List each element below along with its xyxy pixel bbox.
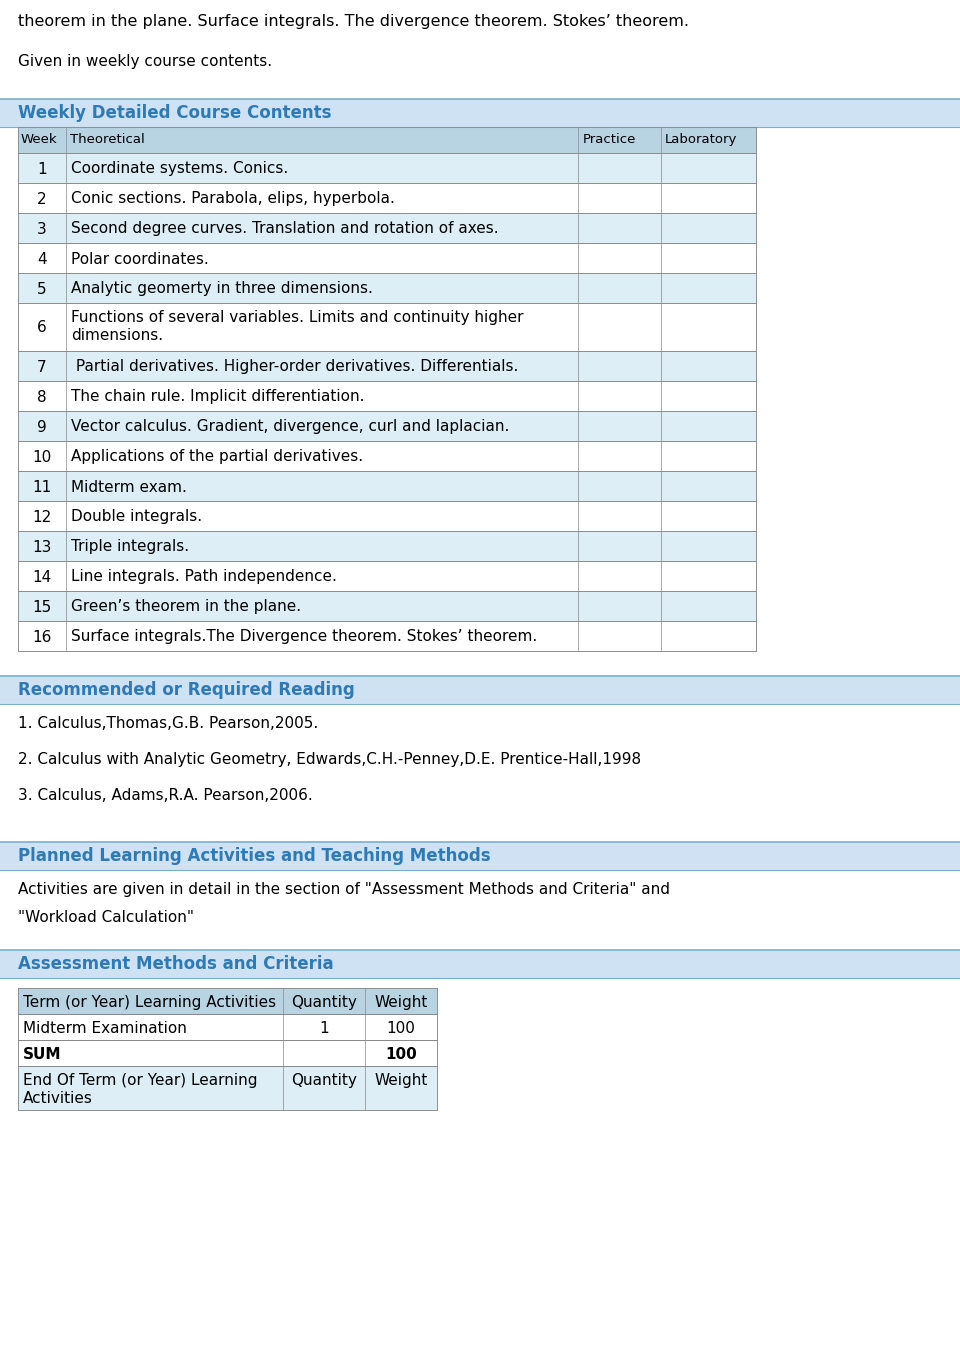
Bar [18, 183, 756, 213]
Text: dimensions.: dimensions. [71, 328, 163, 343]
Text: Conic sections. Parabola, elips, hyperbola.: Conic sections. Parabola, elips, hyperbo… [71, 192, 395, 207]
Bar [18, 127, 756, 153]
Text: Quantity: Quantity [291, 995, 357, 1010]
Text: SUM: SUM [23, 1047, 61, 1062]
Text: 2. Calculus with Analytic Geometry, Edwards,C.H.-Penney,D.E. Prentice-Hall,1998: 2. Calculus with Analytic Geometry, Edwa… [18, 752, 641, 767]
Text: 1: 1 [319, 1021, 329, 1036]
Bar [18, 561, 756, 591]
Text: 3. Calculus, Adams,R.A. Pearson,2006.: 3. Calculus, Adams,R.A. Pearson,2006. [18, 788, 313, 803]
Bar [18, 471, 756, 501]
Text: Surface integrals.The Divergence theorem. Stokes’ theorem.: Surface integrals.The Divergence theorem… [71, 629, 538, 644]
Bar [18, 352, 756, 382]
Text: 15: 15 [33, 599, 52, 614]
Text: 5: 5 [37, 282, 47, 297]
Text: "Workload Calculation": "Workload Calculation" [18, 910, 194, 925]
Text: Weight: Weight [374, 1073, 428, 1088]
Bar [18, 274, 756, 302]
Text: Week: Week [21, 133, 58, 146]
Text: 3: 3 [37, 222, 47, 237]
Bar [18, 501, 756, 531]
Text: The chain rule. Implicit differentiation.: The chain rule. Implicit differentiation… [71, 390, 365, 405]
Bar [18, 1040, 437, 1066]
Bar [18, 244, 756, 274]
Text: Green’s theorem in the plane.: Green’s theorem in the plane. [71, 599, 301, 614]
Text: 9: 9 [37, 420, 47, 435]
Bar [18, 440, 756, 471]
Text: 11: 11 [33, 480, 52, 494]
Text: 100: 100 [387, 1021, 416, 1036]
Text: Midterm Examination: Midterm Examination [23, 1021, 187, 1036]
Text: 4: 4 [37, 252, 47, 267]
Text: Planned Learning Activities and Teaching Methods: Planned Learning Activities and Teaching… [18, 847, 491, 865]
Text: Theoretical: Theoretical [70, 133, 145, 146]
Text: Partial derivatives. Higher-order derivatives. Differentials.: Partial derivatives. Higher-order deriva… [71, 360, 518, 375]
Text: Triple integrals.: Triple integrals. [71, 539, 189, 554]
Bar [18, 1066, 437, 1109]
Text: Line integrals. Path independence.: Line integrals. Path independence. [71, 569, 337, 584]
Text: Weekly Detailed Course Contents: Weekly Detailed Course Contents [18, 104, 331, 122]
Bar [18, 410, 756, 440]
Text: Second degree curves. Translation and rotation of axes.: Second degree curves. Translation and ro… [71, 222, 498, 237]
Text: 13: 13 [33, 539, 52, 554]
Text: 100: 100 [385, 1047, 417, 1062]
Text: theorem in the plane. Surface integrals. The divergence theorem. Stokes’ theorem: theorem in the plane. Surface integrals.… [18, 14, 689, 29]
Text: Double integrals.: Double integrals. [71, 509, 203, 524]
Text: Vector calculus. Gradient, divergence, curl and laplacian.: Vector calculus. Gradient, divergence, c… [71, 420, 510, 435]
Text: Coordinate systems. Conics.: Coordinate systems. Conics. [71, 161, 288, 176]
Bar [18, 302, 756, 352]
Text: 8: 8 [37, 390, 47, 405]
Text: Functions of several variables. Limits and continuity higher: Functions of several variables. Limits a… [71, 311, 523, 326]
Bar [18, 531, 756, 561]
Text: Assessment Methods and Criteria: Assessment Methods and Criteria [18, 955, 334, 973]
Bar [0, 949, 960, 978]
Text: 12: 12 [33, 509, 52, 524]
Text: Laboratory: Laboratory [665, 133, 737, 146]
Bar [18, 591, 756, 621]
Bar [18, 988, 437, 1014]
Text: Midterm exam.: Midterm exam. [71, 480, 187, 494]
Text: Given in weekly course contents.: Given in weekly course contents. [18, 53, 272, 68]
Bar [0, 98, 960, 127]
Text: 7: 7 [37, 360, 47, 375]
Bar [18, 213, 756, 244]
Text: Activities: Activities [23, 1092, 93, 1105]
Text: 6: 6 [37, 320, 47, 335]
Bar [18, 382, 756, 410]
Text: Polar coordinates.: Polar coordinates. [71, 252, 208, 267]
Bar [0, 841, 960, 870]
Text: Term (or Year) Learning Activities: Term (or Year) Learning Activities [23, 995, 276, 1010]
Text: Weight: Weight [374, 995, 428, 1010]
Bar [18, 1014, 437, 1040]
Text: Activities are given in detail in the section of "Assessment Methods and Criteri: Activities are given in detail in the se… [18, 882, 670, 897]
Text: 2: 2 [37, 192, 47, 207]
Text: End Of Term (or Year) Learning: End Of Term (or Year) Learning [23, 1073, 257, 1088]
Text: 10: 10 [33, 450, 52, 465]
Bar [18, 621, 756, 651]
Text: Recommended or Required Reading: Recommended or Required Reading [18, 681, 355, 699]
Text: Quantity: Quantity [291, 1073, 357, 1088]
Text: Practice: Practice [583, 133, 636, 146]
Text: 1. Calculus,Thomas,G.B. Pearson,2005.: 1. Calculus,Thomas,G.B. Pearson,2005. [18, 715, 319, 731]
Text: 14: 14 [33, 569, 52, 584]
Text: 16: 16 [33, 629, 52, 644]
Bar [18, 153, 756, 183]
Bar [0, 676, 960, 705]
Text: Analytic geomerty in three dimensions.: Analytic geomerty in three dimensions. [71, 282, 372, 297]
Text: Applications of the partial derivatives.: Applications of the partial derivatives. [71, 450, 363, 465]
Text: 1: 1 [37, 161, 47, 176]
